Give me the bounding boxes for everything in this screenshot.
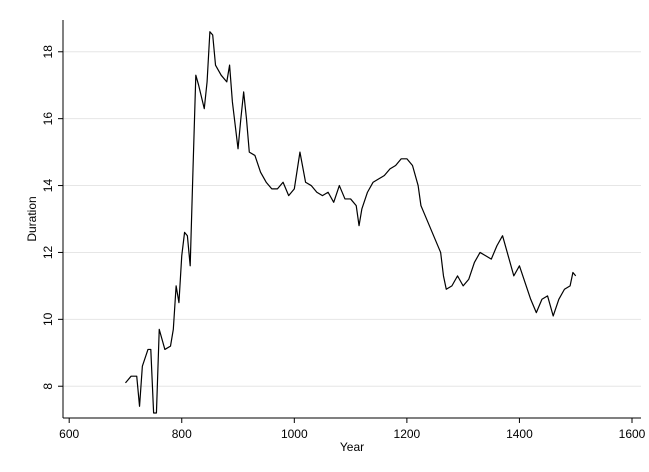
x-tick-label: 1600 [619,427,646,441]
x-tick-label: 800 [172,427,192,441]
x-tick-label: 1000 [281,427,308,441]
y-axis-label: Duration [25,196,39,241]
x-tick-label: 600 [59,427,79,441]
y-tick-label: 12 [41,245,55,259]
x-tick-label: 1200 [394,427,421,441]
y-tick-label: 16 [41,112,55,126]
line [125,31,577,414]
y-tick-label: 8 [41,383,55,390]
y-tick-label: 14 [41,179,55,193]
x-axis-label: Year [340,440,364,454]
y-tick-label: 10 [41,312,55,326]
y-tick-label: 18 [41,45,55,59]
x-tick-label: 1400 [506,427,533,441]
